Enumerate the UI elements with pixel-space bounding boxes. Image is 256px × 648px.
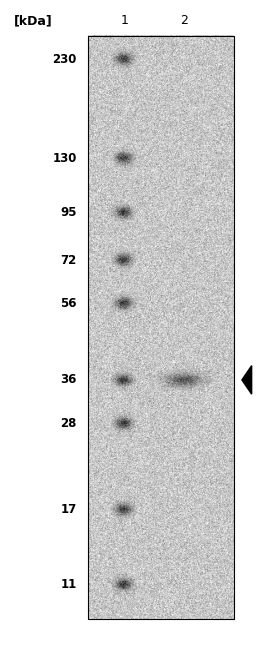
Text: 2: 2 (180, 14, 188, 27)
Text: [kDa]: [kDa] (14, 14, 53, 27)
Polygon shape (242, 365, 252, 394)
Text: 130: 130 (52, 152, 77, 165)
Text: 95: 95 (60, 206, 77, 219)
Text: 36: 36 (60, 373, 77, 386)
Text: 17: 17 (61, 503, 77, 516)
Text: 11: 11 (61, 578, 77, 591)
Text: 28: 28 (60, 417, 77, 430)
Text: 72: 72 (61, 254, 77, 267)
Bar (88, 36, 234, 619)
Text: 56: 56 (60, 297, 77, 310)
Text: 1: 1 (120, 14, 128, 27)
Text: 230: 230 (52, 53, 77, 66)
